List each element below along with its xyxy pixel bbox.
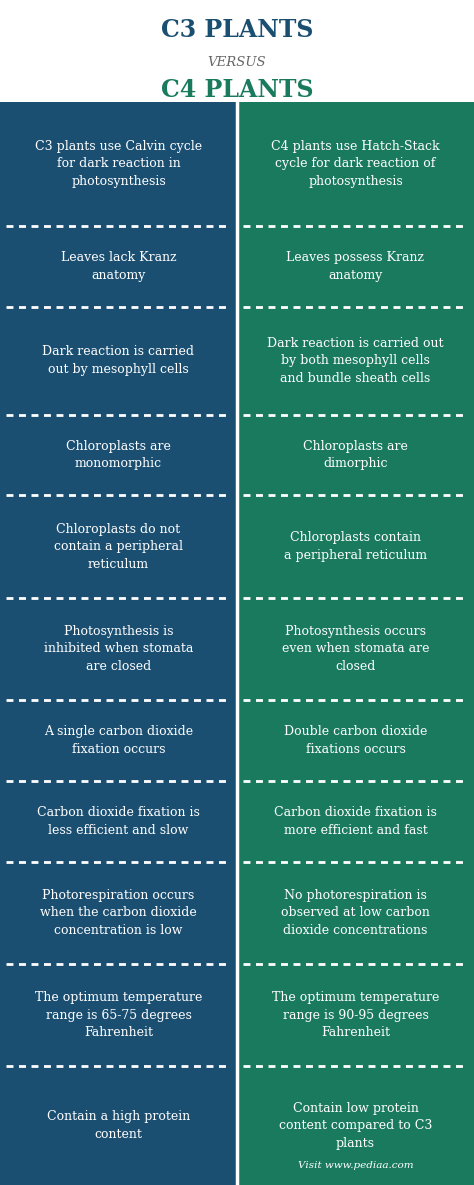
- Bar: [237, 965, 474, 1066]
- Text: Leaves lack Kranz
anatomy: Leaves lack Kranz anatomy: [61, 251, 176, 282]
- Bar: [0, 415, 237, 495]
- Bar: [237, 495, 474, 597]
- Bar: [0, 781, 237, 861]
- Bar: [237, 102, 474, 226]
- Bar: [237, 861, 474, 965]
- Text: C4 PLANTS: C4 PLANTS: [161, 78, 313, 102]
- Bar: [0, 1066, 237, 1185]
- Text: The optimum temperature
range is 90-95 degrees
Fahrenheit: The optimum temperature range is 90-95 d…: [272, 992, 439, 1039]
- Bar: [237, 700, 474, 781]
- Bar: [0, 226, 237, 307]
- Text: Contain a high protein
content: Contain a high protein content: [47, 1110, 190, 1141]
- Bar: [237, 597, 474, 700]
- Text: Chloroplasts contain
a peripheral reticulum: Chloroplasts contain a peripheral reticu…: [284, 531, 427, 562]
- Text: Dark reaction is carried out
by both mesophyll cells
and bundle sheath cells: Dark reaction is carried out by both mes…: [267, 337, 444, 385]
- Text: Double carbon dioxide
fixations occurs: Double carbon dioxide fixations occurs: [284, 725, 427, 756]
- Text: No photorespiration is
observed at low carbon
dioxide concentrations: No photorespiration is observed at low c…: [281, 889, 430, 937]
- Bar: [237, 781, 474, 861]
- Text: Chloroplasts are
monomorphic: Chloroplasts are monomorphic: [66, 440, 171, 470]
- Text: Chloroplasts are
dimorphic: Chloroplasts are dimorphic: [303, 440, 408, 470]
- Text: C3 plants use Calvin cycle
for dark reaction in
photosynthesis: C3 plants use Calvin cycle for dark reac…: [35, 140, 202, 188]
- Bar: [0, 495, 237, 597]
- Text: Visit www.pediaa.com: Visit www.pediaa.com: [298, 1160, 413, 1170]
- Text: VERSUS: VERSUS: [208, 56, 266, 69]
- Text: Photorespiration occurs
when the carbon dioxide
concentration is low: Photorespiration occurs when the carbon …: [40, 889, 197, 937]
- Text: C4 plants use Hatch-Stack
cycle for dark reaction of
photosynthesis: C4 plants use Hatch-Stack cycle for dark…: [271, 140, 440, 188]
- Bar: [237, 307, 474, 415]
- Bar: [237, 226, 474, 307]
- Bar: [0, 307, 237, 415]
- Text: A single carbon dioxide
fixation occurs: A single carbon dioxide fixation occurs: [44, 725, 193, 756]
- Text: Carbon dioxide fixation is
more efficient and fast: Carbon dioxide fixation is more efficien…: [274, 806, 437, 837]
- Text: The optimum temperature
range is 65-75 degrees
Fahrenheit: The optimum temperature range is 65-75 d…: [35, 992, 202, 1039]
- Bar: [237, 415, 474, 495]
- Bar: [0, 102, 237, 226]
- Bar: [0, 861, 237, 965]
- Bar: [0, 965, 237, 1066]
- Bar: [0, 700, 237, 781]
- Text: Dark reaction is carried
out by mesophyll cells: Dark reaction is carried out by mesophyl…: [43, 345, 194, 376]
- Text: Leaves possess Kranz
anatomy: Leaves possess Kranz anatomy: [286, 251, 425, 282]
- Bar: [237, 1066, 474, 1185]
- Bar: [0, 597, 237, 700]
- Text: C3 PLANTS: C3 PLANTS: [161, 18, 313, 41]
- Text: Photosynthesis occurs
even when stomata are
closed: Photosynthesis occurs even when stomata …: [282, 624, 429, 673]
- Text: Contain low protein
content compared to C3
plants: Contain low protein content compared to …: [279, 1102, 432, 1149]
- Text: Chloroplasts do not
contain a peripheral
reticulum: Chloroplasts do not contain a peripheral…: [54, 523, 183, 570]
- Text: Photosynthesis is
inhibited when stomata
are closed: Photosynthesis is inhibited when stomata…: [44, 624, 193, 673]
- Text: Carbon dioxide fixation is
less efficient and slow: Carbon dioxide fixation is less efficien…: [37, 806, 200, 837]
